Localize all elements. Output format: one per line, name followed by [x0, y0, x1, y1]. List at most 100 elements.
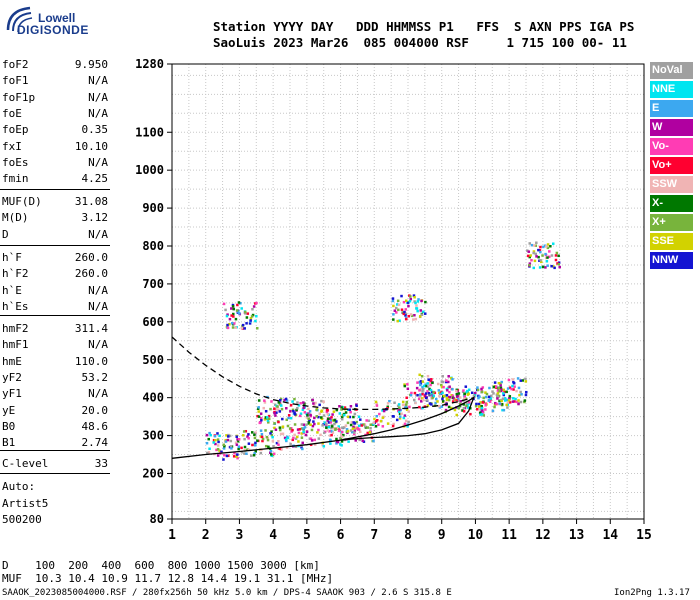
echo-point	[237, 445, 241, 449]
echo-point	[379, 419, 383, 423]
param-name: B1	[2, 436, 16, 450]
echo-point	[257, 415, 261, 418]
echo-point	[447, 405, 451, 409]
echo-point	[317, 437, 321, 440]
echo-point	[408, 299, 412, 303]
echo-point	[392, 415, 395, 418]
x-tick-label: 6	[337, 528, 345, 543]
echo-point	[467, 388, 471, 392]
echo-point	[535, 241, 538, 245]
echo-point	[530, 259, 533, 262]
echo-point	[445, 398, 449, 401]
echo-point	[538, 249, 542, 252]
echo-point	[260, 418, 263, 422]
echo-point	[506, 387, 510, 390]
echo-point	[421, 406, 424, 410]
echo-point	[289, 442, 292, 446]
echo-point	[338, 405, 341, 408]
echo-point	[427, 378, 430, 381]
echo-point	[212, 438, 216, 442]
x-tick-label: 8	[404, 528, 412, 543]
echo-point	[422, 388, 425, 391]
param-value: 20.0	[81, 403, 109, 417]
echo-point	[317, 415, 320, 419]
echo-point	[322, 431, 326, 435]
echo-point	[494, 385, 498, 388]
param-value: 10.10	[74, 139, 108, 153]
echo-point	[400, 412, 403, 415]
echo-point	[242, 430, 246, 433]
echo-point	[258, 421, 262, 425]
echo-point	[307, 412, 310, 415]
echo-point	[328, 430, 331, 433]
echo-point	[481, 386, 485, 389]
echo-point	[273, 422, 276, 425]
echo-point	[544, 256, 548, 260]
echo-point	[214, 439, 217, 442]
echo-point	[462, 389, 465, 392]
echo-point	[484, 408, 487, 411]
echo-point	[332, 410, 336, 413]
clevel-row: C-level 33	[2, 457, 108, 471]
echo-point	[305, 415, 309, 419]
echo-point	[338, 412, 342, 415]
param-value: N/A	[88, 283, 108, 297]
echo-point	[497, 386, 501, 390]
echo-point	[458, 396, 462, 399]
echo-point	[325, 426, 328, 429]
echo-point	[240, 326, 244, 330]
echo-point	[329, 430, 333, 433]
echo-point	[337, 429, 341, 433]
echo-point	[234, 441, 238, 444]
echo-point	[426, 382, 429, 385]
echo-point	[330, 416, 333, 419]
echo-point	[551, 242, 555, 245]
echo-point	[222, 458, 225, 461]
echo-point	[448, 396, 452, 399]
echo-point	[360, 424, 364, 427]
echo-point	[495, 402, 498, 406]
echo-point	[283, 398, 286, 402]
echo-point	[359, 430, 362, 434]
y-tick-label: 200	[142, 467, 164, 481]
echo-point	[209, 433, 212, 437]
echo-point	[550, 254, 554, 257]
echo-point	[402, 416, 406, 420]
echo-point	[264, 429, 267, 432]
auto-code: 500200	[2, 513, 42, 526]
echo-point	[427, 392, 431, 395]
echo-point	[244, 429, 248, 433]
echo-point	[474, 404, 478, 408]
echo-point	[309, 423, 312, 427]
echo-point	[251, 313, 255, 317]
x-tick-label: 2	[202, 528, 210, 543]
echo-point	[237, 438, 241, 441]
echo-point	[417, 298, 420, 301]
echo-point	[279, 432, 283, 436]
echo-point	[529, 254, 532, 257]
echo-point	[516, 377, 520, 380]
echo-point	[325, 410, 329, 414]
echo-point	[416, 300, 420, 303]
echo-point	[344, 424, 348, 427]
echo-point	[422, 398, 425, 402]
echo-point	[377, 423, 380, 427]
echo-point	[353, 431, 356, 434]
echo-point	[499, 384, 502, 387]
echo-point	[341, 413, 345, 417]
echo-point	[445, 394, 449, 397]
y-tick-label: 800	[142, 239, 164, 253]
echo-point	[367, 419, 371, 422]
echo-point	[216, 438, 220, 441]
echo-point	[340, 433, 343, 436]
echo-point	[489, 397, 493, 400]
echo-point	[333, 418, 336, 422]
echo-point	[226, 313, 229, 316]
y-tick-label: 900	[142, 201, 164, 215]
echo-point	[259, 429, 263, 432]
echo-point	[332, 427, 336, 430]
param-row: MUF(D) 31.08	[2, 195, 108, 209]
echo-point	[321, 424, 324, 427]
echo-point	[236, 440, 240, 443]
echo-point	[311, 398, 314, 402]
